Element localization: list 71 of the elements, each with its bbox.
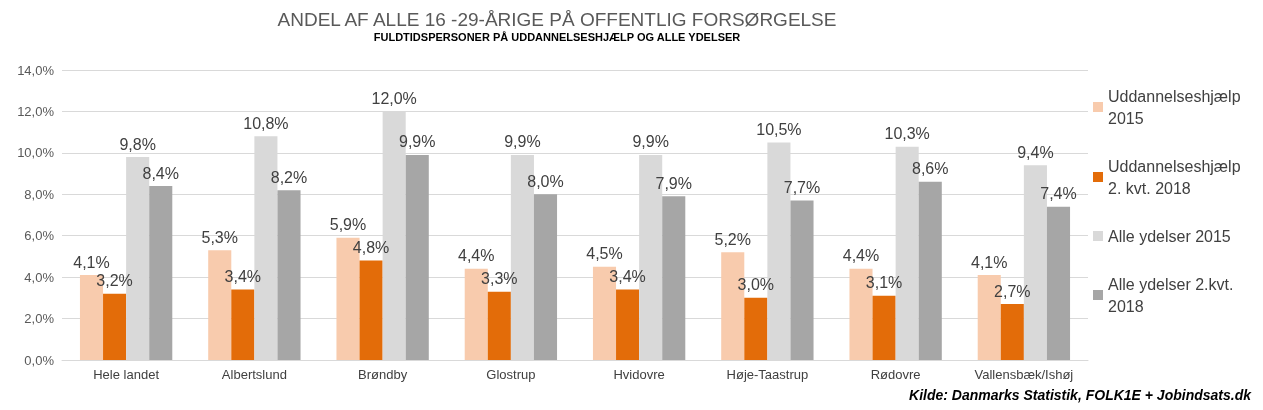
- data-label: 10,5%: [756, 121, 802, 138]
- x-tick-label: Hvidovre: [613, 367, 665, 382]
- y-tick-label: 10,0%: [17, 145, 55, 161]
- bar: [231, 289, 255, 360]
- legend-label: Alle ydelser 2015: [1108, 227, 1231, 245]
- x-tick-label: Brøndby: [358, 367, 408, 382]
- data-label: 4,4%: [458, 247, 495, 265]
- bar: [790, 200, 814, 360]
- data-label: 3,0%: [737, 276, 775, 294]
- y-tick-label: 14,0%: [17, 62, 55, 78]
- bar: [533, 194, 558, 360]
- data-label: 8,6%: [912, 160, 949, 178]
- data-label: 3,4%: [224, 268, 262, 286]
- legend-label: Alle ydelser 2.kvt. 2018: [1108, 275, 1238, 315]
- data-label: 5,3%: [201, 228, 238, 246]
- data-label: 8,4%: [142, 164, 179, 182]
- data-label: 9,9%: [504, 133, 541, 151]
- data-label: 9,9%: [632, 133, 669, 151]
- x-tick-label: Høje-Taastrup: [726, 367, 809, 382]
- data-label: 2,7%: [994, 282, 1031, 300]
- data-label: 4,1%: [73, 253, 110, 271]
- data-label: 3,2%: [96, 272, 133, 290]
- data-label: 5,9%: [329, 216, 367, 234]
- x-tick-label: Rødovre: [870, 367, 921, 382]
- bar: [918, 181, 942, 360]
- bar: [359, 260, 383, 360]
- data-label: 7,4%: [1040, 185, 1077, 203]
- y-tick-label: 4,0%: [24, 269, 55, 285]
- bar: [487, 291, 511, 360]
- data-label: 3,4%: [609, 268, 646, 286]
- data-label: 4,1%: [971, 253, 1008, 271]
- y-tick-label: 0,0%: [24, 352, 55, 368]
- legend-label: Uddannelseshjælp 2. kvt. 2018: [1108, 157, 1245, 197]
- bar: [872, 295, 896, 360]
- y-tick-label: 12,0%: [17, 103, 55, 119]
- data-label: 5,2%: [714, 230, 751, 248]
- data-label: 9,4%: [1017, 143, 1054, 161]
- bar: [103, 293, 127, 360]
- bar: [1046, 206, 1071, 360]
- y-tick-label: 6,0%: [24, 228, 55, 244]
- data-label: 7,7%: [783, 179, 821, 196]
- bar: [149, 186, 173, 360]
- x-tick-label: Albertslund: [221, 367, 287, 382]
- data-label: 4,8%: [352, 239, 390, 257]
- bar: [277, 190, 301, 360]
- y-tick-label: 2,0%: [24, 311, 55, 327]
- data-label: 3,1%: [865, 274, 903, 292]
- bar: [744, 297, 768, 360]
- data-label: 10,3%: [884, 125, 930, 143]
- bar: [662, 196, 686, 360]
- data-label: 8,0%: [527, 172, 564, 190]
- data-label: 9,8%: [119, 135, 156, 153]
- data-label: 10,8%: [243, 114, 289, 132]
- x-tick-label: Glostrup: [486, 367, 536, 382]
- data-label: 8,2%: [270, 168, 308, 186]
- x-tick-label: Vallensbæk/Ishøj: [974, 367, 1074, 382]
- data-label: 7,9%: [655, 174, 692, 192]
- y-tick-label: 8,0%: [24, 186, 55, 202]
- data-label: 9,9%: [399, 133, 436, 151]
- chart-subtitle: FULDTIDSPERSONER PÅ UDDANNELSESHJÆLP OG ALLE YDELSER: [373, 30, 741, 43]
- text: Kilde: Danmarks Statistik, FOLK1E + Jobindsats.dk: [909, 387, 1253, 403]
- x-tick-label: Hele landet: [93, 367, 160, 382]
- data-label: 12,0%: [371, 89, 417, 107]
- data-label: 3,3%: [481, 270, 518, 288]
- bar: [616, 289, 640, 360]
- legend-label: Uddannelseshjælp 2015: [1108, 87, 1245, 127]
- data-label: 4,4%: [842, 247, 880, 265]
- data-label: 4,5%: [586, 245, 623, 263]
- bar: [405, 154, 429, 360]
- bar: [1000, 304, 1024, 360]
- chart-title: ANDEL AF ALLE 16 -29-ÅRIGE PÅ OFFENTLIG FORSØRGELSE: [277, 9, 837, 30]
